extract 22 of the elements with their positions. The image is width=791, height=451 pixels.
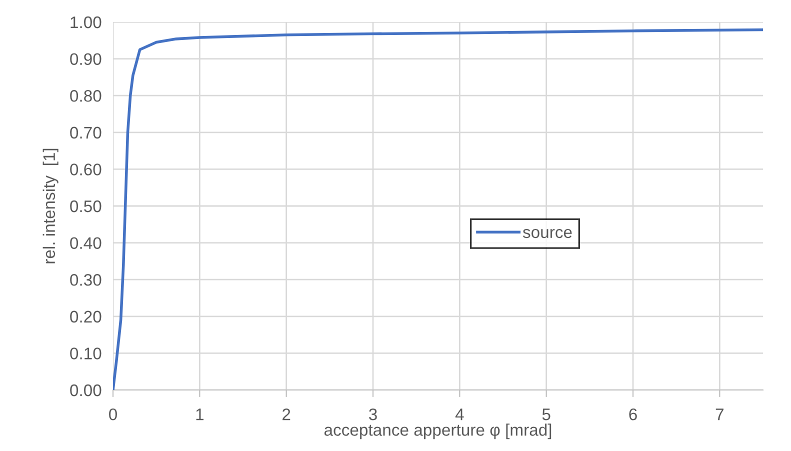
y-tick-label: 0.10 bbox=[70, 348, 102, 360]
x-tick-label: 7 bbox=[716, 408, 724, 420]
x-tick-label: 1 bbox=[196, 408, 204, 420]
x-tick-label: 2 bbox=[282, 408, 290, 420]
y-tick-label: 0.30 bbox=[70, 274, 102, 286]
y-axis-title: rel. intensity [1] bbox=[42, 148, 58, 264]
y-tick-label: 0.50 bbox=[70, 200, 102, 212]
y-tick-label: 0.40 bbox=[70, 237, 102, 250]
x-tick-label: 5 bbox=[542, 408, 550, 420]
x-tick-label: 6 bbox=[629, 408, 637, 420]
x-tick-label: 0 bbox=[109, 408, 117, 420]
y-tick-label: 0.60 bbox=[70, 164, 102, 176]
y-tick-label: 0.90 bbox=[70, 53, 102, 66]
x-tick-label: 4 bbox=[455, 408, 464, 420]
legend-label: source bbox=[522, 228, 572, 238]
y-tick-label: 0.80 bbox=[70, 90, 102, 102]
y-tick-label: 0.20 bbox=[70, 310, 102, 323]
y-tick-label: 0.00 bbox=[70, 384, 102, 396]
x-axis-title: acceptance apperture φ [mrad] bbox=[324, 424, 552, 440]
y-tick-label: 1.00 bbox=[70, 16, 102, 28]
x-tick-label: 3 bbox=[369, 408, 377, 420]
y-tick-label: 0.70 bbox=[70, 126, 102, 139]
